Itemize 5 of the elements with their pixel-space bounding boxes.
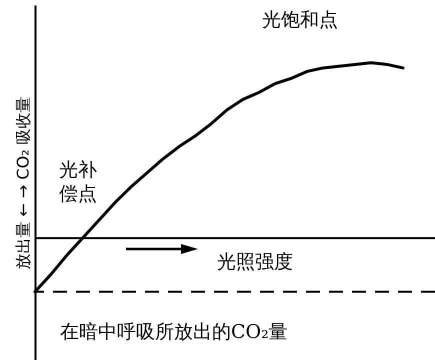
annotation: 光补偿点 bbox=[59, 159, 97, 205]
x-axis-title: 光照强度 bbox=[217, 251, 293, 273]
text: 光饱和点 bbox=[262, 9, 338, 31]
y-axis-title: 放出量 ← → CO₂ 吸收量 bbox=[14, 96, 32, 270]
ref-line-label: 在暗中呼吸所放出的CO₂量 bbox=[60, 321, 288, 343]
